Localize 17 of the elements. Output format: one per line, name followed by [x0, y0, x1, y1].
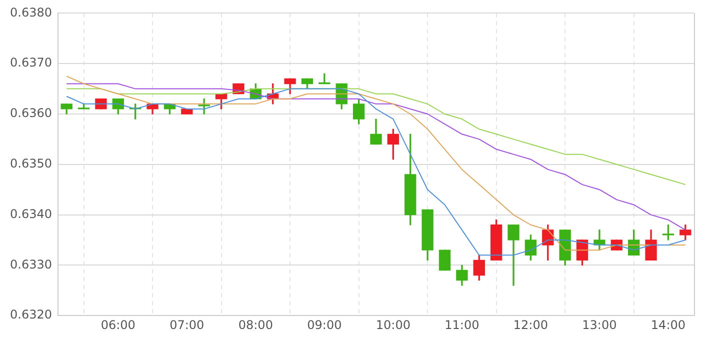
y-tick-label: 0.6330 — [10, 257, 52, 272]
y-tick-label: 0.6360 — [10, 106, 52, 120]
x-tick-label: 09:00 — [307, 318, 342, 332]
x-tick-label: 10:00 — [376, 318, 410, 332]
y-tick-label: 0.6340 — [10, 206, 52, 221]
x-tick-label: 13:00 — [582, 318, 617, 332]
x-tick-label: 11:00 — [444, 318, 480, 332]
x-tick-label: 12:00 — [513, 318, 548, 332]
y-tick-label: 0.6380 — [10, 5, 52, 20]
candlestick — [318, 73, 330, 84]
y-tick-label: 0.6350 — [10, 156, 52, 171]
x-tick-label: 07:00 — [170, 318, 204, 332]
x-tick-label: 14:00 — [650, 318, 686, 332]
y-tick-label: 0.6320 — [10, 308, 52, 322]
x-tick-label: 08:00 — [238, 318, 273, 332]
y-tick-label: 0.6370 — [10, 56, 52, 70]
x-tick-label: 06:00 — [100, 318, 136, 332]
